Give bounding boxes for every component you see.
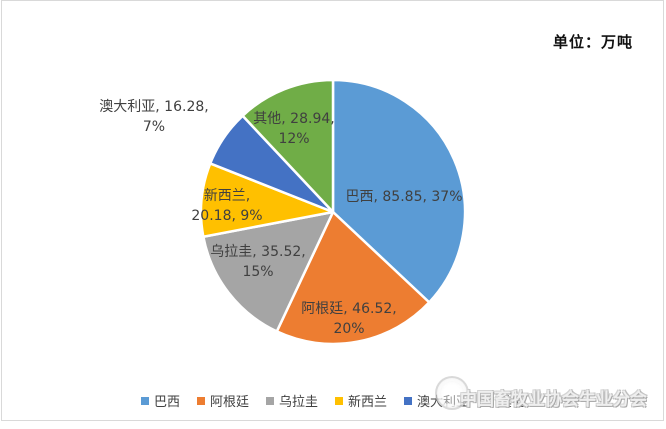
legend-label: 其他: [499, 395, 526, 410]
pie-label-line: 20%: [333, 321, 365, 337]
legend-swatch-icon: [486, 396, 495, 405]
pie-label-line: 新西兰,: [203, 188, 251, 204]
pie-slice-乌拉圭: [202, 210, 335, 333]
legend-swatch-icon: [335, 396, 343, 405]
pie-label-其他: 其他, 28.94, 12%: [253, 109, 334, 149]
legend-swatch-icon: [265, 396, 274, 405]
legend: 巴西 阿根廷 乌拉圭 新西兰 澳大利亚 其他: [0, 391, 666, 410]
legend-item-新西兰: 新西兰: [335, 391, 387, 410]
pie-label-line: 12%: [278, 131, 310, 147]
pie-label-line: 乌拉圭, 35.52,: [210, 244, 306, 260]
legend-item-巴西: 巴西: [140, 391, 180, 410]
legend-item-乌拉圭: 乌拉圭: [265, 391, 318, 410]
pie-label-line: 澳大利亚, 16.28,: [99, 99, 209, 115]
pie-label-澳大利亚: 澳大利亚, 16.28, 7%: [99, 97, 208, 137]
pie-label-乌拉圭: 乌拉圭, 35.52, 15%: [210, 242, 305, 282]
pie-slice-其他: [241, 78, 335, 214]
pie-label-新西兰: 新西兰, 20.18, 9%: [191, 186, 262, 226]
legend-item-阿根廷: 阿根廷: [196, 391, 249, 410]
pie-label-line: 巴西, 85.85, 37%: [345, 189, 463, 205]
pie-label-阿根廷: 阿根廷, 46.52, 20%: [301, 299, 396, 339]
legend-label: 乌拉圭: [278, 395, 318, 410]
legend-label: 新西兰: [348, 395, 388, 410]
legend-swatch-icon: [196, 396, 205, 405]
legend-item-澳大利亚: 澳大利亚: [404, 391, 469, 410]
pie-label-line: 其他, 28.94,: [253, 111, 335, 127]
legend-label: 巴西: [153, 395, 180, 410]
pie-label-巴西: 巴西, 85.85, 37%: [346, 187, 463, 207]
pie-label-line: 7%: [142, 119, 166, 135]
legend-swatch-icon: [404, 396, 413, 405]
pie-slice-巴西: [331, 78, 467, 304]
pie-slice-阿根廷: [275, 210, 431, 346]
legend-item-其他: 其他: [486, 391, 525, 410]
pie-label-line: 20.18, 9%: [191, 208, 263, 224]
legend-swatch-icon: [140, 396, 149, 405]
unit-label: 单位：万吨: [552, 33, 633, 51]
pie-label-line: 15%: [242, 264, 274, 280]
legend-label: 阿根廷: [209, 395, 249, 410]
pie-label-line: 阿根廷, 46.52,: [301, 301, 397, 317]
legend-label: 澳大利亚: [417, 395, 470, 410]
